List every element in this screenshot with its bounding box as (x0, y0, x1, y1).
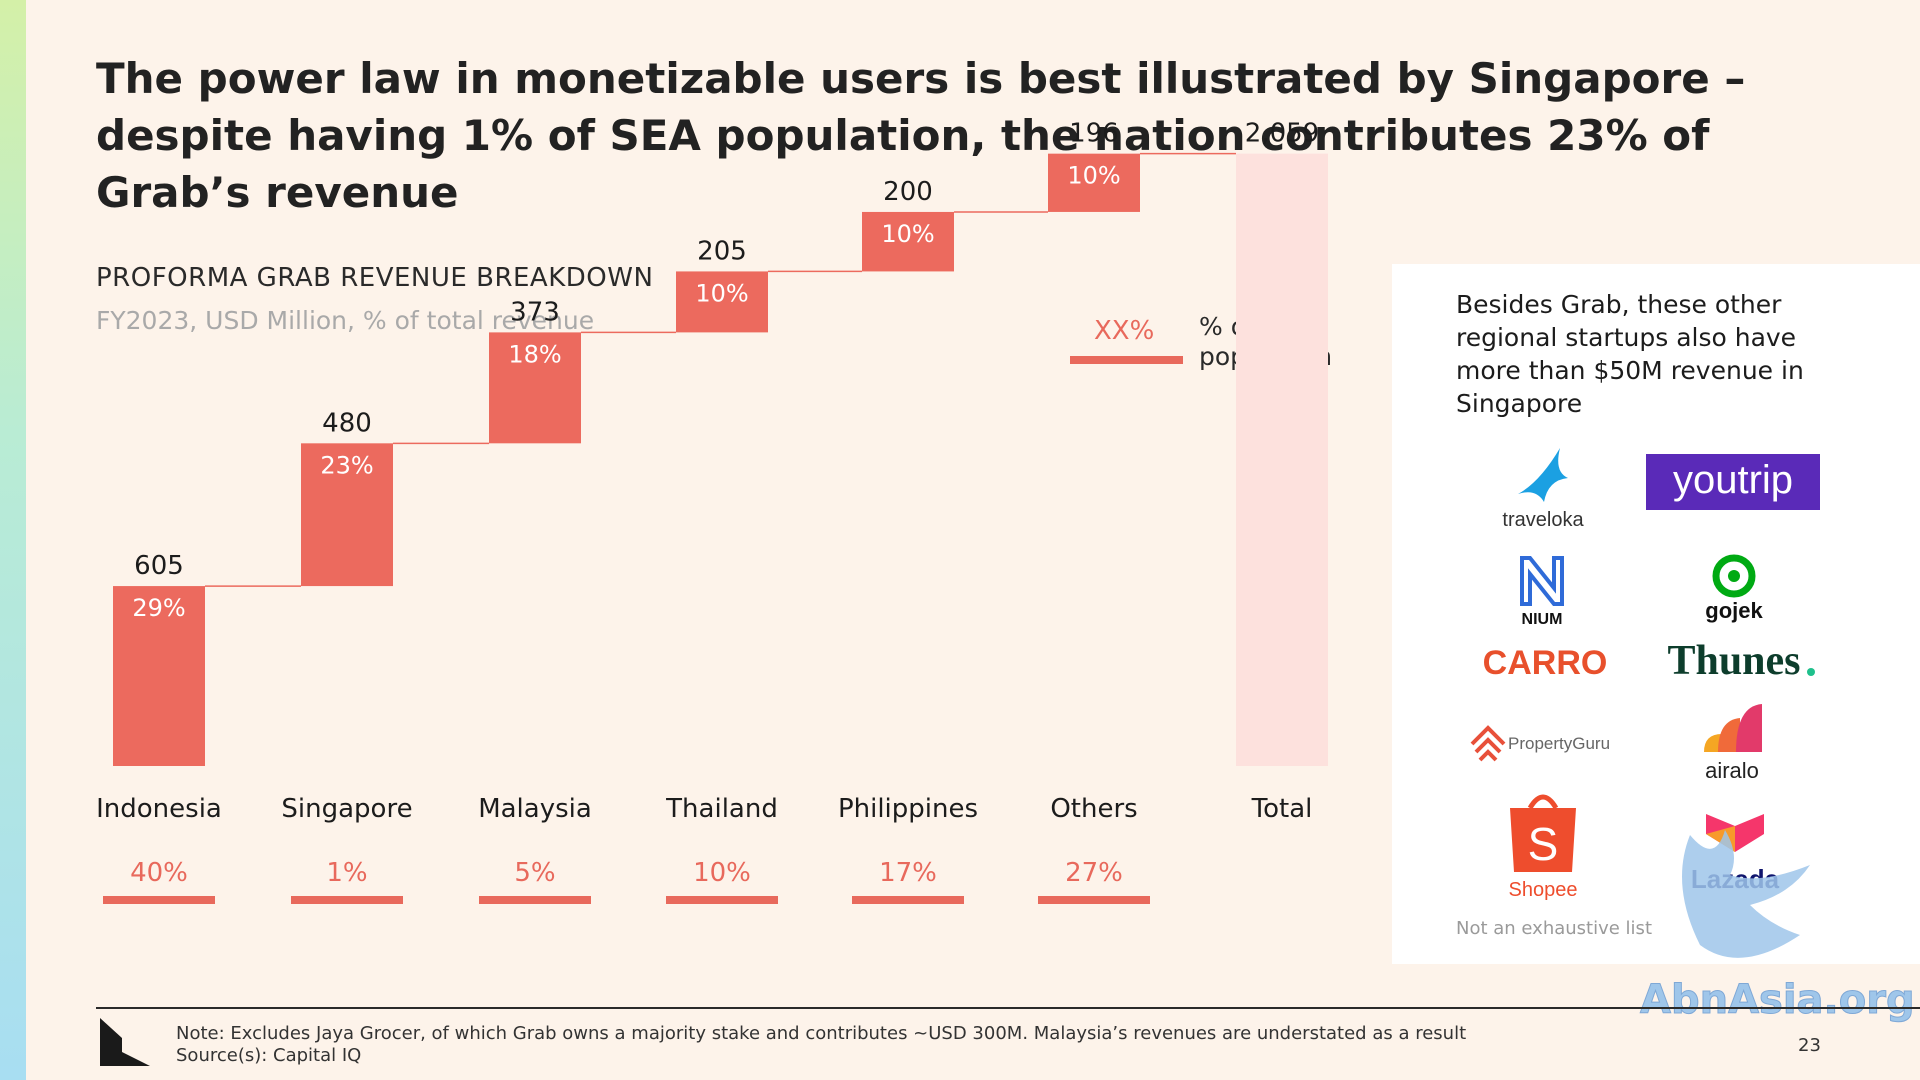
legend-sample-text: XX% (1094, 316, 1155, 346)
nium-logo: NIUM (1502, 550, 1582, 630)
svg-text:CARRO: CARRO (1483, 644, 1608, 682)
waterfall-chart: 605 29% Indonesia 40% 480 23% Singapore 1% 373 18… (96, 119, 1328, 904)
category-label: Singapore (281, 794, 412, 824)
svg-text:youtrip: youtrip (1673, 458, 1793, 502)
traveloka-logo: traveloka (1478, 442, 1608, 532)
bar-revenue-share-label: 18% (508, 340, 561, 368)
watermark: AbnAsia.org (1630, 825, 1920, 1029)
bar-revenue-share-label: 29% (132, 594, 185, 622)
population-underline (291, 896, 403, 904)
population-underline (479, 896, 591, 904)
company-logo-icon (100, 1018, 150, 1072)
svg-text:PropertyGuru: PropertyGuru (1508, 734, 1610, 753)
bar-value-label: 2,059 (1245, 119, 1319, 149)
svg-text:S: S (1528, 818, 1559, 870)
svg-text:NIUM: NIUM (1522, 611, 1563, 628)
category-label: Philippines (838, 794, 978, 824)
bar-value-label: 196 (1069, 119, 1119, 149)
bar-value-label: 373 (510, 297, 560, 327)
population-underline (1038, 896, 1150, 904)
waterfall-bar-total (1236, 153, 1328, 767)
population-share-label: 10% (693, 858, 751, 888)
page-headline: The power law in monetizable users is be… (96, 54, 1746, 217)
category-label: Indonesia (96, 794, 222, 824)
bar-value-label: 200 (883, 177, 933, 207)
side-panel-note: Not an exhaustive list (1456, 918, 1652, 939)
page-number: 23 (1798, 1035, 1821, 1056)
bar-revenue-share-label: 10% (695, 279, 748, 307)
population-share-label: 17% (879, 858, 937, 888)
bar-value-label: 205 (697, 236, 747, 266)
svg-text:AbnAsia.org: AbnAsia.org (1640, 977, 1915, 1023)
svg-text:traveloka: traveloka (1502, 509, 1584, 531)
waterfall-bar-thailand (676, 271, 768, 333)
population-share-label: 5% (514, 858, 555, 888)
waterfall-bar-malaysia (489, 332, 581, 444)
svg-text:gojek: gojek (1705, 598, 1763, 623)
population-share-label: 40% (130, 858, 188, 888)
accent-strip (0, 0, 26, 1080)
svg-text:Shopee: Shopee (1509, 879, 1578, 901)
population-underline (666, 896, 778, 904)
youtrip-logo: youtrip (1646, 454, 1820, 510)
side-panel: Besides Grab, these other regional start… (1392, 264, 1920, 964)
gojek-logo: gojek (1684, 550, 1784, 630)
airalo-logo: airalo (1682, 694, 1782, 784)
population-underline (852, 896, 964, 904)
footer-source: Source(s): Capital IQ (176, 1045, 362, 1066)
waterfall-bar-philippines (862, 211, 954, 272)
population-share-label: 1% (326, 858, 367, 888)
svg-text:Thunes: Thunes (1667, 638, 1800, 684)
category-label: Others (1050, 794, 1137, 824)
thunes-logo: Thunes (1654, 632, 1824, 688)
category-label: Malaysia (478, 794, 592, 824)
side-panel-text: Besides Grab, these other regional start… (1456, 290, 1804, 418)
footer-rule (96, 1007, 1920, 1009)
waterfall-bar-others (1048, 153, 1140, 212)
chart-subtitle: FY2023, USD Million, % of total revenue (96, 306, 595, 335)
waterfall-bar-singapore (301, 443, 393, 587)
shopee-logo: S Shopee (1488, 786, 1598, 902)
legend-underline (1070, 356, 1183, 364)
bar-revenue-share-label: 23% (320, 451, 373, 479)
bar-value-label: 605 (134, 551, 184, 581)
bar-revenue-share-label: 10% (1067, 162, 1120, 190)
category-label: Thailand (665, 794, 778, 824)
chart-title: PROFORMA GRAB REVENUE BREAKDOWN (96, 263, 654, 293)
bar-value-label: 480 (322, 408, 372, 438)
footer-note: Note: Excludes Jaya Grocer, of which Gra… (176, 1023, 1467, 1044)
category-label: Total (1251, 794, 1313, 824)
svg-text:airalo: airalo (1705, 758, 1759, 783)
population-share-label: 27% (1065, 858, 1123, 888)
footer-notes: Note: Excludes Jaya Grocer, of which Gra… (176, 1023, 1466, 1067)
waterfall-bar-indonesia (113, 586, 205, 766)
propertyguru-logo: PropertyGuru (1464, 712, 1624, 772)
carro-logo: CARRO (1480, 636, 1610, 686)
bar-revenue-share-label: 10% (881, 220, 934, 248)
population-underline (103, 896, 215, 904)
